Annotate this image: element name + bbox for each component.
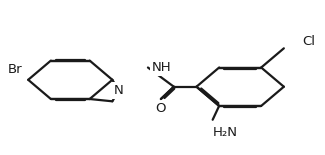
Text: Br: Br (8, 63, 23, 75)
Text: N: N (114, 84, 124, 97)
Text: O: O (156, 102, 166, 115)
Text: H₂N: H₂N (213, 126, 238, 139)
Text: NH: NH (152, 61, 172, 74)
Text: Cl: Cl (302, 35, 315, 48)
